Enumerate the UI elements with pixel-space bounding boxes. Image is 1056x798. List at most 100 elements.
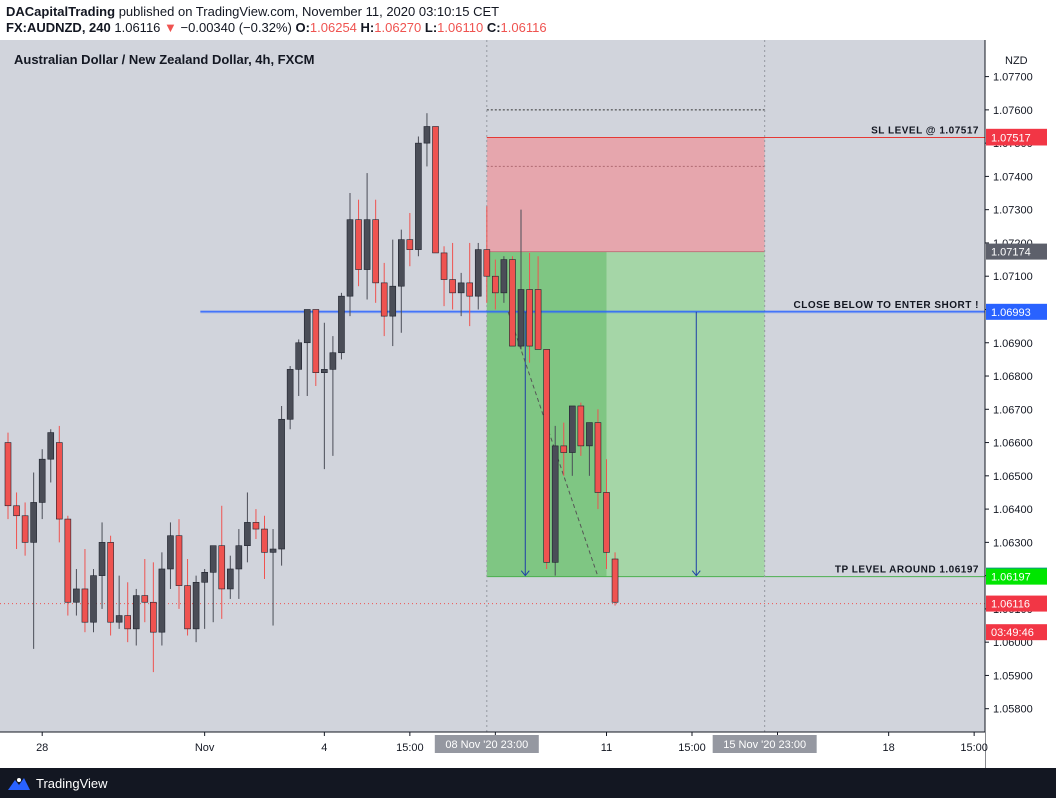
candle-body (201, 572, 208, 583)
price-tick-label: 1.06600 (993, 438, 1033, 450)
stop-loss-zone (486, 137, 765, 252)
tp-label: TP LEVEL AROUND 1.06197 (835, 565, 979, 576)
open-label: O: (295, 20, 310, 35)
candle-body (227, 568, 234, 590)
candle-body (380, 282, 388, 317)
candle-body (184, 585, 191, 630)
projection-dashed-line (507, 311, 599, 577)
author-name[interactable]: DACapitalTrading (6, 4, 116, 19)
candle-body (483, 249, 491, 277)
candle-body (278, 418, 285, 550)
candle-body (500, 259, 508, 294)
price-badge-box (986, 243, 1047, 260)
high-label: H: (360, 20, 375, 35)
symbol-label: FX:AUDNZD, 240 (6, 20, 111, 35)
candle-body (457, 282, 465, 294)
published-info: published on TradingView.com, November 1… (118, 4, 500, 19)
candle-body (64, 518, 72, 603)
tradingview-brand[interactable]: TradingView (36, 775, 108, 791)
candle-body (543, 349, 550, 563)
publish-header: DACapitalTrading published on TradingVie… (0, 0, 1056, 40)
candle-body (509, 259, 516, 347)
candle-body (269, 548, 277, 553)
candle-body (568, 405, 576, 453)
time-highlight-label: 15 Nov '20 23:00 (723, 739, 806, 751)
candle-body (586, 422, 593, 447)
entry-label: CLOSE BELOW TO ENTER SHORT ! (794, 300, 979, 311)
time-tick-label: 18 (883, 742, 895, 754)
candle-body (13, 505, 20, 517)
time-tick-label: 15:00 (960, 742, 988, 754)
time-highlight-badge: 15 Nov '20 23:00 (712, 735, 817, 753)
time-highlight-badge: 08 Nov '20 23:00 (434, 735, 539, 753)
candle-body (98, 542, 106, 576)
candle-body (286, 369, 294, 420)
price-tick-label: 1.05900 (993, 670, 1033, 682)
candle-body (329, 352, 337, 370)
low-value: 1.06110 (437, 20, 484, 35)
high-value: 1.06270 (374, 20, 422, 35)
price-tick-label: 1.06500 (993, 471, 1033, 483)
price-change: −0.00340 (−0.32%) (180, 20, 292, 35)
candle-body (38, 458, 46, 503)
candle-body (611, 558, 619, 603)
price-badge-box (986, 624, 1047, 641)
candle-body (218, 545, 226, 590)
time-tick-label: 4 (321, 742, 327, 754)
time-highlight-label: 08 Nov '20 23:00 (445, 739, 528, 751)
price-tick-label: 1.06900 (993, 338, 1033, 350)
candle-body (560, 445, 568, 453)
candle-body (423, 126, 431, 144)
time-tick-label: 11 (601, 742, 612, 754)
last-price: 1.06116 (114, 20, 161, 35)
candle-body (466, 282, 474, 297)
price-badge-box (986, 129, 1047, 146)
price-tick-label: 1.06800 (993, 371, 1033, 383)
tradingview-logo-icon[interactable] (8, 776, 30, 790)
candle-body (551, 445, 559, 563)
candle-body (517, 289, 525, 347)
candle-body (175, 535, 183, 586)
price-badge: 1.06116 (986, 595, 1047, 612)
time-tick-label: Nov (195, 742, 215, 754)
price-badge: 1.06197 (986, 568, 1047, 585)
price-badge: 1.07174 (986, 243, 1047, 260)
down-arrow-icon: ▼ (164, 20, 177, 35)
candle-body (192, 581, 200, 630)
candle-body (55, 442, 63, 520)
candle-body (244, 522, 251, 546)
candle-body (355, 219, 362, 270)
sl-label: SL LEVEL @ 1.07517 (871, 125, 979, 136)
target-arrowhead-1 (691, 570, 701, 577)
target-arrowhead-0 (520, 570, 530, 577)
publish-line: DACapitalTrading published on TradingVie… (6, 4, 1050, 20)
candle-body (603, 492, 610, 553)
price-tick-label: 1.07300 (993, 205, 1033, 217)
price-badge: 1.07517 (986, 129, 1047, 146)
candle-body (534, 289, 542, 350)
candle-body (261, 528, 268, 553)
candle-body (90, 575, 97, 623)
price-badge-box (986, 595, 1047, 612)
price-tick-label: 1.07700 (993, 72, 1033, 84)
time-highlight-box (434, 735, 539, 753)
candle-body (449, 279, 456, 294)
candle-body (415, 142, 422, 250)
candle-body (73, 588, 80, 603)
price-badge-label: 1.07174 (991, 247, 1031, 259)
price-chart[interactable]: 1.077001.076001.075001.074001.073001.072… (0, 40, 1056, 768)
price-badge-label: 1.06197 (991, 572, 1031, 584)
candle-body (363, 219, 371, 270)
ohlc-line: FX:AUDNZD, 240 1.06116 ▼ −0.00340 (−0.32… (6, 20, 1050, 36)
price-badge-label: 03:49:46 (991, 627, 1034, 639)
candle-body (124, 615, 131, 630)
candle-body (303, 309, 311, 344)
candle-body (235, 545, 243, 570)
price-tick-label: 1.05800 (993, 704, 1033, 716)
chart-area[interactable]: 1.077001.076001.075001.074001.073001.072… (0, 40, 1056, 768)
candle-body (526, 289, 533, 347)
candle-body (406, 239, 414, 250)
currency-label: NZD (1005, 55, 1028, 67)
candle-body (321, 369, 328, 373)
candle-body (21, 515, 29, 543)
